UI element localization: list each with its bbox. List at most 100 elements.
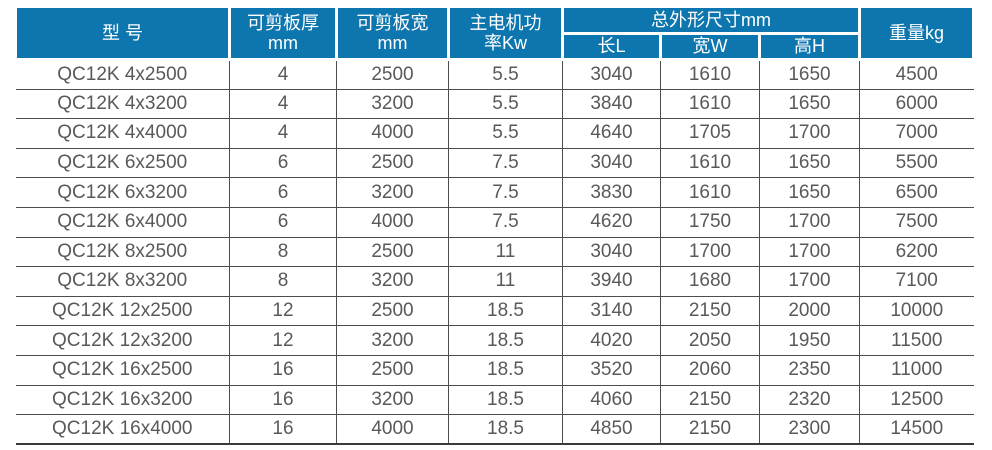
cell-length-l: 3040 [562,59,661,90]
cell-sheet-width: 4000 [336,118,449,149]
cell-motor-power: 18.5 [448,295,563,327]
cell-motor-power: 11 [448,266,563,297]
cell-width-w: 2150 [660,384,760,416]
cell-model: QC12K 6x3200 [15,177,230,208]
cell-sheet-width: 2500 [336,236,449,268]
cell-sheet-width: 2500 [336,354,449,386]
cell-width-w: 1750 [660,206,760,238]
cell-thickness: 8 [229,236,337,268]
cell-motor-power: 5.5 [448,118,563,149]
cell-width-w: 1610 [660,88,760,120]
cell-weight: 6000 [859,88,974,120]
cell-weight: 6200 [859,236,974,268]
cell-sheet-width: 3200 [336,88,449,120]
cell-length-l: 3830 [562,177,661,208]
cell-sheet-width: 2500 [336,295,449,327]
header-motor-power: 主电机功 率Kw [447,5,564,61]
header-weight: 重量kg [858,5,975,61]
cell-width-w: 2060 [660,354,760,386]
cell-thickness: 8 [229,266,337,297]
cell-height-h: 2350 [759,354,860,386]
table-row: QC12K 12x3200 12 3200 18.5 4020 2050 1950 11500 [15,325,974,356]
header-overall-dims: 总外形尺寸mm [561,5,861,35]
cell-weight: 6500 [859,177,974,208]
table-row: QC12K 16x2500 16 2500 18.5 3520 2060 2350 11000 [15,354,974,386]
cell-weight: 12500 [859,384,974,416]
cell-length-l: 3040 [562,147,661,179]
table-row: QC12K 12x2500 12 2500 18.5 3140 2150 2000 10000 [15,295,974,327]
cell-width-w: 1705 [660,118,760,149]
spec-table: 型 号 可剪板厚 mm 可剪板宽 mm 主电机功 率Kw 总外形尺寸mm 重量k… [14,5,975,446]
table-row: QC12K 16x4000 16 4000 18.5 4850 2150 2300 14500 [15,414,974,446]
cell-width-w: 1680 [660,266,760,297]
cell-model: QC12K 12x2500 [15,295,230,327]
cell-thickness: 16 [229,414,337,446]
table-row: QC12K 8x2500 8 2500 11 3040 1700 1700 6200 [15,236,974,268]
cell-weight: 5500 [859,147,974,179]
cell-thickness: 12 [229,325,337,356]
cell-height-h: 1700 [759,266,860,297]
cell-length-l: 4640 [562,118,661,149]
cell-weight: 10000 [859,295,974,327]
cell-weight: 4500 [859,59,974,90]
cell-model: QC12K 4x2500 [15,59,230,90]
cell-length-l: 4850 [562,414,661,446]
cell-width-w: 1610 [660,147,760,179]
cell-model: QC12K 16x2500 [15,354,230,386]
table-header: 型 号 可剪板厚 mm 可剪板宽 mm 主电机功 率Kw 总外形尺寸mm 重量k… [14,5,975,61]
cell-height-h: 1700 [759,236,860,268]
cell-model: QC12K 8x2500 [15,236,230,268]
cell-height-h: 2300 [759,414,860,446]
cell-sheet-width: 4000 [336,414,449,446]
cell-thickness: 16 [229,354,337,386]
cell-thickness: 4 [229,59,337,90]
table-row: QC12K 6x2500 6 2500 7.5 3040 1610 1650 5500 [15,147,974,179]
cell-height-h: 1650 [759,88,860,120]
spec-table-body: QC12K 4x2500 4 2500 5.5 3040 1610 1650 4500 QC12… [15,59,974,446]
cell-width-w: 1610 [660,177,760,208]
cell-width-w: 2150 [660,414,760,446]
header-height-h: 高H [758,32,861,61]
header-width-w: 宽W [659,32,761,61]
cell-height-h: 1700 [759,206,860,238]
cell-width-w: 1610 [660,59,760,90]
cell-thickness: 6 [229,177,337,208]
cell-sheet-width: 3200 [336,384,449,416]
table-row: QC12K 4x4000 4 4000 5.5 4640 1705 1700 7000 [15,118,974,149]
cell-weight: 14500 [859,414,974,446]
table-row: QC12K 4x3200 4 3200 5.5 3840 1610 1650 6000 [15,88,974,120]
cell-height-h: 1650 [759,59,860,90]
cell-height-h: 2320 [759,384,860,416]
cell-length-l: 3520 [562,354,661,386]
cell-thickness: 12 [229,295,337,327]
cell-motor-power: 7.5 [448,177,563,208]
cell-width-w: 2150 [660,295,760,327]
cell-weight: 7100 [859,266,974,297]
cell-height-h: 1700 [759,118,860,149]
cell-length-l: 3040 [562,236,661,268]
cell-sheet-width: 3200 [336,266,449,297]
cell-model: QC12K 8x3200 [15,266,230,297]
cell-motor-power: 7.5 [448,206,563,238]
cell-height-h: 1950 [759,325,860,356]
cell-width-w: 2050 [660,325,760,356]
cell-motor-power: 18.5 [448,354,563,386]
cell-length-l: 3840 [562,88,661,120]
table-row: QC12K 6x4000 6 4000 7.5 4620 1750 1700 7500 [15,206,974,238]
cell-model: QC12K 4x4000 [15,118,230,149]
table-row: QC12K 6x3200 6 3200 7.5 3830 1610 1650 6500 [15,177,974,208]
header-length-l: 长L [561,32,662,61]
cell-length-l: 4620 [562,206,661,238]
cell-weight: 11500 [859,325,974,356]
cell-length-l: 4020 [562,325,661,356]
cell-model: QC12K 6x4000 [15,206,230,238]
cell-motor-power: 18.5 [448,384,563,416]
cell-motor-power: 7.5 [448,147,563,179]
cell-thickness: 16 [229,384,337,416]
cell-sheet-width: 2500 [336,59,449,90]
cell-weight: 7000 [859,118,974,149]
cell-height-h: 2000 [759,295,860,327]
cell-height-h: 1650 [759,177,860,208]
cell-thickness: 6 [229,206,337,238]
